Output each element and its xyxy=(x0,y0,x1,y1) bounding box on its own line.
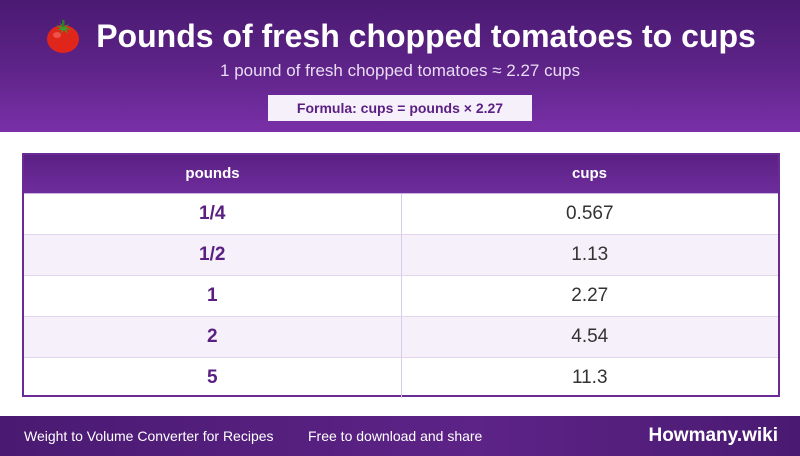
table-row: 1 2.27 xyxy=(24,276,778,317)
conversion-table: pounds cups 1/4 0.567 1/2 1.13 1 2.27 2 … xyxy=(22,153,780,398)
cell-cups: 1.13 xyxy=(571,244,609,265)
cell-cups: 11.3 xyxy=(571,367,608,388)
cell-cups: 2.27 xyxy=(571,285,609,306)
tomato-icon xyxy=(44,17,82,55)
table-row: 5 11.3 xyxy=(24,358,778,398)
footer-converter-link[interactable]: Weight to Volume Converter for Recipes xyxy=(24,428,274,444)
cell-cups: 0.567 xyxy=(565,203,614,224)
table-header-row: pounds cups xyxy=(24,155,778,194)
footer-tagline: Free to download and share xyxy=(308,428,483,444)
cell-cups: 4.54 xyxy=(571,326,609,347)
column-header-cups: cups xyxy=(571,165,607,182)
column-header-pounds: pounds xyxy=(185,165,240,182)
header: Pounds of fresh chopped tomatoes to cups… xyxy=(0,0,800,132)
cell-pounds: 1 xyxy=(24,276,402,316)
cell-pounds: 1/2 xyxy=(24,235,402,275)
title-row: Pounds of fresh chopped tomatoes to cups xyxy=(0,14,800,58)
table-row: 1/2 1.13 xyxy=(24,235,778,276)
page-title: Pounds of fresh chopped tomatoes to cups xyxy=(96,18,756,54)
cell-pounds: 2 xyxy=(24,317,402,357)
subtitle: 1 pound of fresh chopped tomatoes ≈ 2.27… xyxy=(220,61,580,80)
formula-badge: Formula: cups = pounds × 2.27 xyxy=(268,95,532,121)
footer: Weight to Volume Converter for Recipes F… xyxy=(0,416,800,456)
brand-logo-text[interactable]: Howmany.wiki xyxy=(648,425,778,446)
cell-pounds: 1/4 xyxy=(24,194,402,234)
table-row: 2 4.54 xyxy=(24,317,778,358)
cell-pounds: 5 xyxy=(24,358,402,398)
table-row: 1/4 0.567 xyxy=(24,194,778,235)
